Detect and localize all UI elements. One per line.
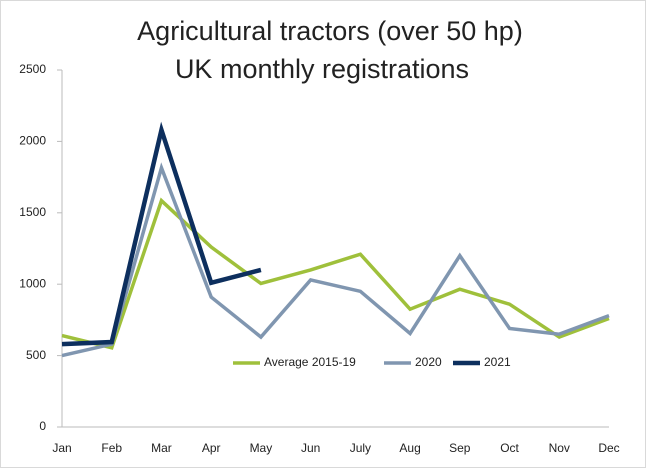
x-tick-label: July — [350, 441, 371, 455]
legend-label: 2021 — [484, 355, 511, 369]
y-tick-label: 1000 — [19, 276, 46, 290]
x-tick-label: Mar — [151, 441, 172, 455]
series-line — [61, 162, 610, 358]
series-line — [61, 197, 610, 350]
x-tick-label: Apr — [202, 441, 221, 455]
legend-label: 2020 — [415, 355, 442, 369]
chart-title: Agricultural tractors (over 50 hp) — [137, 16, 523, 46]
x-tick-label: Aug — [399, 441, 420, 455]
x-tick-label: Sep — [449, 441, 471, 455]
x-tick-label: Jan — [52, 441, 71, 455]
y-tick-label: 2000 — [19, 134, 46, 148]
y-tick-label: 500 — [26, 348, 46, 362]
y-tick-label: 2500 — [19, 62, 46, 76]
x-tick-label: May — [250, 441, 273, 455]
x-tick-label: Oct — [500, 441, 519, 455]
x-tick-label: Nov — [549, 441, 570, 455]
y-tick-label: 1500 — [19, 205, 46, 219]
x-tick-label: Feb — [101, 441, 122, 455]
x-tick-label: Jun — [301, 441, 320, 455]
legend-label: Average 2015-19 — [264, 355, 356, 369]
y-tick-label: 0 — [39, 419, 46, 433]
chart-title: UK monthly registrations — [175, 54, 469, 84]
series-line — [61, 121, 262, 347]
x-tick-label: Dec — [598, 441, 619, 455]
